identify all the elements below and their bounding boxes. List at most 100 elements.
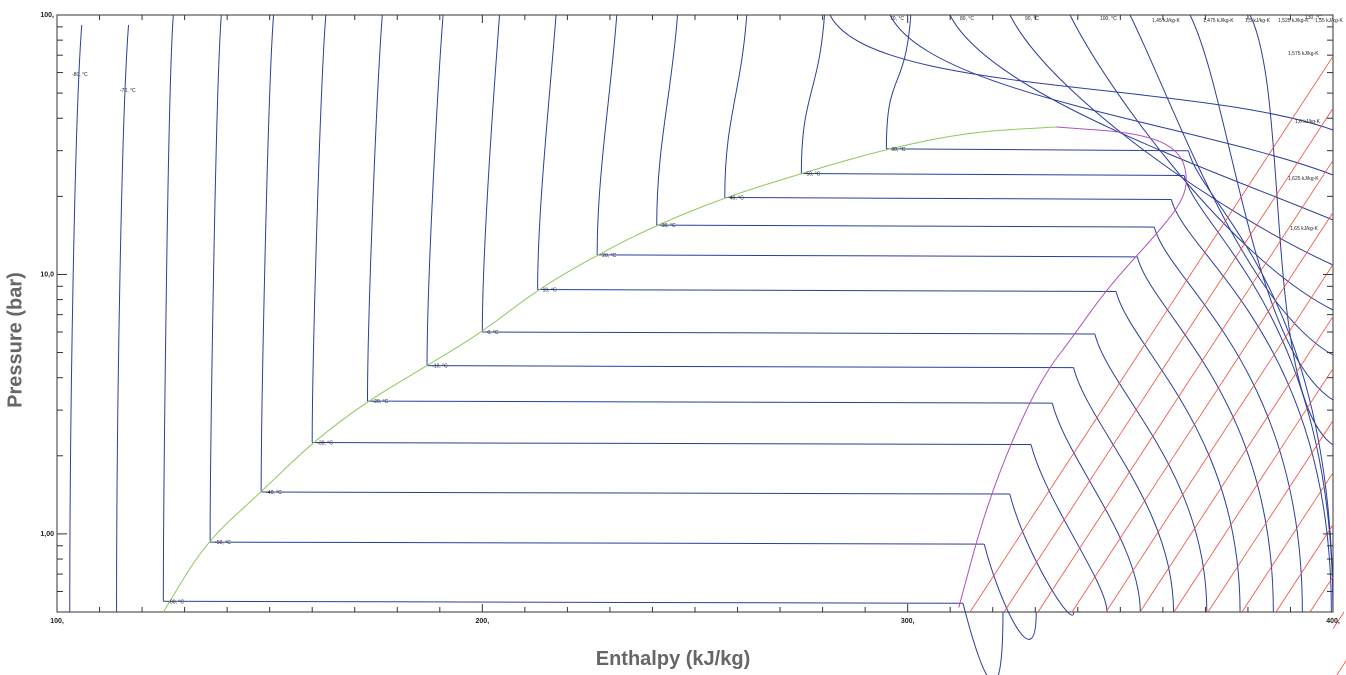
x-tick-label: 400,	[1326, 618, 1340, 625]
isotherm-two-phase-line	[427, 365, 1074, 369]
isentrope-label: 1,55 kJ/kg-K	[1315, 18, 1343, 24]
x-axis-title: Enthalpy (kJ/kg)	[595, 648, 751, 670]
isotherm-supercritical-line	[1189, 14, 1334, 401]
isotherm-vapor-line	[1073, 367, 1175, 613]
isentrope-label: 1,45 kJ/kg-K	[1152, 18, 1180, 24]
isotherm-two-phase-line	[801, 172, 1185, 176]
isotherm-label: 70, °C	[890, 16, 904, 22]
plot-frame	[56, 14, 1334, 613]
isentrope-label: 1,575 kJ/kg-K	[1288, 51, 1319, 57]
isotherm-two-phase-line	[537, 288, 1117, 292]
isotherm-vapor-line	[1030, 444, 1108, 613]
isotherm-label: 30, °C	[662, 223, 676, 229]
x-tick-label: 300,	[901, 618, 915, 625]
isotherm-subcooled-line	[116, 24, 130, 613]
isotherm-supercritical-line	[829, 14, 1334, 131]
isotherm-vapor-line	[1153, 226, 1303, 613]
saturated-vapor-line	[958, 126, 1187, 608]
isentrope-line	[1037, 160, 1334, 613]
isentrope-label: 1,625 kJ/kg-K	[1288, 176, 1319, 182]
isotherm-label: 90, °C	[1025, 16, 1039, 22]
isotherm-liquid-line	[426, 14, 444, 366]
isotherm-two-phase-line	[597, 254, 1138, 258]
isotherm-liquid-line	[209, 14, 222, 543]
isotherm-two-phase-line	[886, 148, 1189, 152]
isentrope-line	[1105, 264, 1334, 613]
isotherm-vapor-line	[1136, 256, 1274, 613]
y-tick-label: 10,0	[40, 271, 54, 278]
saturated-liquid-line	[162, 126, 1057, 613]
isotherm-liquid-line	[724, 14, 748, 198]
x-tick-label: 200,	[476, 618, 490, 625]
isotherm-label: 0, °C	[487, 330, 499, 336]
isotherm-label: 80, °C	[960, 16, 974, 22]
isotherm-liquid-line	[885, 14, 912, 149]
isotherm-liquid-line	[481, 14, 501, 333]
isotherm-liquid-line	[596, 14, 618, 255]
isotherm-supercritical-line	[1129, 14, 1334, 356]
isotherm-label: 130, °C	[1305, 15, 1322, 21]
isotherm-two-phase-line	[312, 442, 1032, 446]
isentrope-line	[1071, 212, 1334, 613]
isentrope-line	[1275, 524, 1334, 613]
isentrope-label: 1,65 kJ/kg-K	[1290, 226, 1318, 232]
isotherm-label: 20, °C	[602, 253, 616, 259]
isotherm-liquid-line	[162, 14, 174, 602]
isotherm-liquid-line	[311, 14, 327, 443]
isotherm-two-phase-line	[261, 491, 1010, 495]
isotherm-label: -20, °C	[372, 399, 388, 405]
isotherm-vapor-line	[1183, 175, 1334, 613]
isotherm-two-phase-line	[656, 224, 1155, 228]
y-tick-label: 100,	[40, 12, 54, 19]
isentrope-line	[1241, 472, 1334, 613]
y-axis-title: Pressure (bar)	[4, 272, 27, 408]
isentrope-label: 1,5 kJ/kg-K	[1245, 18, 1271, 24]
isotherm-supercritical-line	[1069, 14, 1334, 311]
isotherm-label: -30, °C	[317, 441, 333, 447]
isotherm-label: 100, °C	[1100, 16, 1117, 22]
label-layer: -60, °C -50, °C -40, °C -30, °C -20, °C -10, …	[72, 15, 1343, 605]
isotherm-label: 50, °C	[806, 171, 820, 177]
isotherm-label: -70, °C	[120, 88, 136, 94]
tick-layer: 100, 200, 300, 400, 1,00 10,0 100,	[40, 12, 1339, 625]
isotherm-liquid-line	[800, 14, 826, 174]
isotherm-two-phase-line	[163, 600, 963, 604]
isotherm-two-phase-line	[210, 541, 985, 545]
isentrope-label: 1,6 kJ/kg-K	[1295, 119, 1321, 125]
isotherm-label: -50, °C	[215, 540, 231, 546]
isotherm-vapor-line	[1187, 150, 1334, 613]
isentrope-line	[1139, 316, 1334, 613]
isotherm-two-phase-line	[724, 196, 1172, 200]
isotherm-two-phase-line	[482, 331, 1095, 335]
isotherm-label: 60, °C	[891, 147, 905, 153]
isentrope-line	[1003, 108, 1334, 613]
isotherm-supercritical-line	[1009, 14, 1334, 266]
isentrope-label: 1,475 kJ/kg-K	[1203, 18, 1234, 24]
isotherm-two-phase-line	[367, 400, 1053, 404]
y-tick-label: 1,00	[40, 531, 54, 538]
isentrope-line	[1332, 611, 1345, 630]
isotherm-vapor-line	[983, 543, 1037, 640]
isotherm-vapor-line	[1094, 333, 1208, 613]
isotherm-vapor-line	[1170, 199, 1332, 613]
isotherm-label: -40, °C	[266, 490, 282, 496]
isotherm-label: -10, °C	[432, 364, 448, 370]
isotherm-liquid-line	[366, 14, 383, 402]
isentrope-line	[969, 56, 1334, 613]
isentrope-line	[1309, 576, 1334, 613]
isotherm-vapor-line	[962, 603, 1004, 675]
isotherm-liquid-line	[656, 14, 679, 226]
isotherm-label: 40, °C	[730, 195, 744, 201]
isentrope-label: 1,525 kJ/kg-K	[1278, 18, 1309, 24]
isotherm-vapor-line	[1009, 493, 1075, 616]
isotherm-label: 10, °C	[543, 287, 557, 293]
isentrope-line	[1207, 420, 1334, 613]
isentrope-line	[1336, 660, 1346, 675]
isotherm-vapor-line	[1051, 402, 1141, 613]
isotherm-label: -60, °C	[168, 599, 184, 605]
isotherm-subcooled-line	[69, 24, 83, 613]
isotherm-vapor-line	[1115, 291, 1241, 613]
isotherm-liquid-line	[260, 14, 275, 493]
isotherm-label: -80, °C	[72, 72, 88, 78]
